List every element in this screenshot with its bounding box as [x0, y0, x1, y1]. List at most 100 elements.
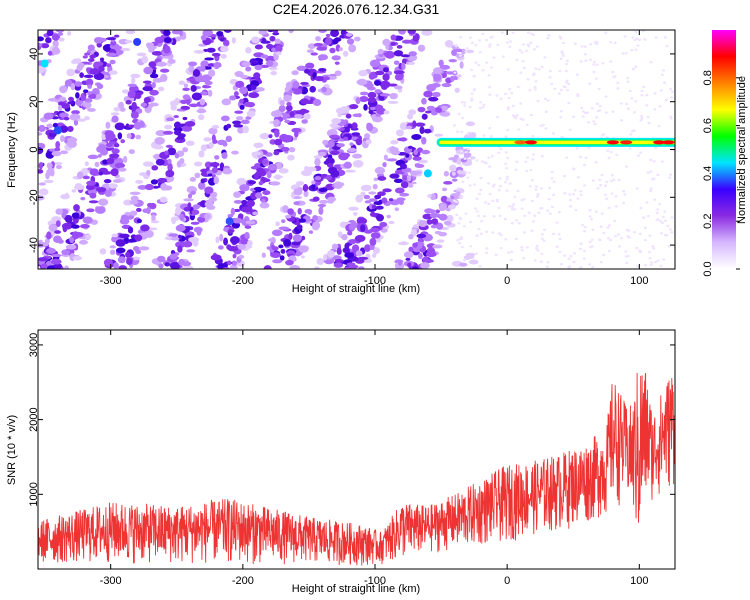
- spectrogram-cell: [174, 153, 180, 159]
- spectrogram-cell: [46, 123, 53, 129]
- spectrogram-cell: [200, 168, 210, 173]
- spectrogram-cell: [176, 136, 185, 140]
- spectrogram-cell: [427, 194, 432, 198]
- spectrogram-cell: [178, 258, 185, 266]
- spectrogram-cell: [463, 104, 467, 107]
- spectrogram-cell: [645, 201, 649, 204]
- spectrogram-cell: [207, 173, 213, 177]
- spectrogram-cell: [98, 143, 106, 151]
- spectrogram-cell: [468, 259, 479, 265]
- spectrogram-cell: [73, 204, 80, 212]
- spectrogram-cell: [449, 164, 457, 172]
- spectrogram-cell: [122, 155, 128, 164]
- spectrogram-cell: [207, 63, 216, 67]
- spectrogram-cell: [140, 224, 150, 232]
- spectrogram-cell: [165, 144, 173, 148]
- spectrogram-cell: [625, 165, 629, 168]
- spectrogram-cell: [520, 248, 524, 252]
- spectrogram-cell: [152, 154, 159, 159]
- spectrogram-cell: [208, 197, 218, 202]
- spectrogram-cell: [315, 36, 321, 42]
- spectrogram-cell: [643, 238, 647, 242]
- spectrogram-cell: [438, 59, 444, 67]
- spectrogram-cell: [582, 229, 586, 233]
- spectrogram-cell: [144, 183, 154, 191]
- spectrogram-cell: [464, 212, 468, 215]
- spectrogram-cell: [51, 33, 61, 41]
- spectrogram-cell: [598, 104, 602, 108]
- spectrogram-cell: [576, 94, 580, 98]
- spectrogram-cell: [457, 238, 461, 241]
- spectrogram-cell: [403, 251, 414, 259]
- spectrogram-cell: [537, 211, 541, 214]
- spectrogram-cell: [281, 135, 292, 143]
- spectrogram-cell: [592, 120, 596, 123]
- spectrogram-cell: [428, 96, 439, 102]
- spectrogram-cell: [637, 154, 641, 157]
- spectrogram-cell: [70, 83, 76, 91]
- spectrogram-cell: [184, 121, 196, 127]
- spectrogram-cell: [568, 265, 572, 268]
- spectrogram-cell: [626, 107, 630, 111]
- spectrogram-cell: [252, 211, 259, 216]
- spectrogram-cell: [607, 224, 611, 227]
- spectrogram-cell: [198, 150, 205, 158]
- spectrogram-cell: [260, 40, 271, 44]
- spectrogram-cell: [359, 96, 369, 103]
- spectrogram-cell: [629, 133, 633, 136]
- spectrogram-cell: [529, 168, 533, 172]
- spectrogram-cell: [292, 234, 302, 242]
- spectrogram-cell: [440, 105, 449, 111]
- spectrogram-cell: [480, 219, 484, 223]
- spectrogram-cell: [588, 209, 592, 212]
- spectrogram-cell: [38, 124, 46, 132]
- spectrogram-cell: [603, 184, 607, 187]
- y-tick-label: -40: [28, 237, 40, 253]
- spectrogram-cell: [631, 36, 635, 39]
- spectrogram-cell: [463, 101, 467, 104]
- spectrogram-cell: [504, 238, 508, 241]
- spectrogram-cell: [504, 162, 508, 166]
- spectrogram-cell: [273, 120, 279, 128]
- spectrogram-cell: [432, 245, 442, 249]
- spectrogram-cell: [382, 188, 392, 193]
- spectrogram-cell: [329, 47, 336, 54]
- spectrogram-cell: [583, 249, 587, 253]
- spectrogram-cell: [479, 101, 483, 104]
- spectrogram-cell: [573, 252, 577, 255]
- spectrogram-cell: [220, 45, 229, 53]
- spectrogram-cell: [623, 193, 627, 196]
- spectrogram-cell: [275, 51, 282, 56]
- spectrogram-cell: [52, 122, 59, 128]
- spectrogram-cell: [497, 206, 501, 210]
- spectrogram-cell: [83, 89, 89, 94]
- spectrogram-cell: [130, 73, 141, 79]
- spectrogram-cell: [142, 86, 154, 92]
- spectrogram-cell: [584, 59, 588, 62]
- spectrogram-cell: [52, 46, 60, 54]
- spectrogram-cell: [109, 245, 117, 249]
- spectrogram-cell: [595, 116, 599, 119]
- spectrogram-cell: [508, 88, 512, 91]
- spectrogram-cell: [356, 78, 368, 86]
- spectrogram-cell: [187, 193, 193, 199]
- spectrogram-cell: [312, 214, 318, 221]
- spectrogram-cell: [421, 30, 433, 36]
- spectrogram-cell: [363, 104, 368, 111]
- spectrogram-cell: [649, 263, 653, 267]
- spectrogram-cell: [55, 220, 61, 227]
- x-tick-label: -300: [100, 575, 122, 587]
- spectrogram-cell: [487, 182, 491, 185]
- spectrogram-cell: [539, 207, 543, 210]
- spectrogram-cell: [472, 88, 476, 91]
- spectrogram-cell: [408, 233, 414, 240]
- spectrogram-cell: [451, 178, 458, 182]
- spectrogram-cell: [623, 35, 627, 38]
- spectrogram-cell: [318, 199, 329, 204]
- spectrogram-cell: [498, 177, 502, 180]
- spectrogram-cell: [46, 30, 54, 37]
- spectrogram-cell: [55, 30, 65, 33]
- spectrogram-cell: [309, 85, 316, 93]
- spectrogram-cell: [631, 67, 635, 71]
- spectrogram-cell: [519, 117, 523, 121]
